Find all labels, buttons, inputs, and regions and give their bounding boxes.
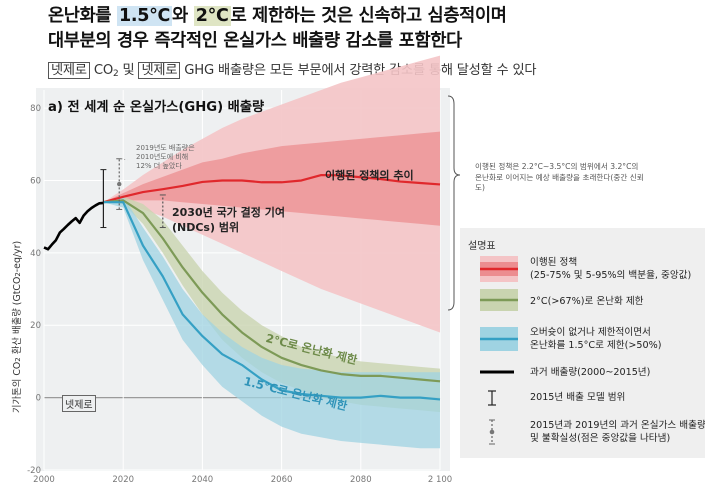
policy-label: 이행된 정책의 추이 (325, 169, 414, 182)
side-note: 이행된 정책은 2.2°C~3.5°C의 범위에서 3.2°C의 온난화로 이어… (475, 162, 644, 192)
y-tick-label: 20 (30, 321, 41, 331)
panel-title: a) 전 세계 순 온실가스(GHG) 배출량 (48, 100, 265, 115)
legend-line: 및 불확실성(점은 중앙값을 나타냄) (530, 433, 671, 444)
legend-swatch-range2015 (488, 390, 496, 406)
uncertainty-2019-median (117, 181, 122, 187)
note-line: 2010년도에 비해 (136, 153, 189, 161)
ndc-label-line: (NDCs) 범위 (172, 221, 240, 234)
headline-text: 와 (172, 6, 194, 26)
historical-line (43, 201, 104, 251)
y-tick-label: 40 (30, 249, 41, 259)
x-tick-label: 2080 (350, 475, 372, 485)
policy-median-line (103, 173, 441, 204)
y-tick-label: 60 (30, 176, 41, 186)
co2-text: CO (93, 63, 114, 78)
one5-median-line (103, 201, 441, 401)
two-c-median-line (103, 199, 441, 383)
legend-text-past: 과거 배출량(2000~2015년) (530, 367, 651, 378)
x-tick-label: 2000 (33, 475, 55, 485)
one5-band (103, 196, 441, 449)
chart-lines (43, 173, 441, 401)
x-tick-label: 2 100 (428, 475, 452, 485)
legend-text-policy: 이행된 정책 (25-75% 및 5-95%의 백분율, 중앙값) (530, 256, 705, 282)
ndc-label: 2030년 국가 결정 기여 (NDCs) 범위 (172, 205, 285, 235)
headline-line-2: 대부분의 경우 즉각적인 온실가스 배출량 감소를 포함한다 (48, 31, 462, 51)
netzero-box-2: 넷제로 (138, 62, 181, 79)
note-line: 2019년도 배출량은 (136, 144, 195, 152)
y-tick-label: 0 (36, 394, 41, 404)
y-tick-label: 80 (30, 104, 41, 114)
netzero-label: 넷제로 (62, 395, 96, 412)
legend-swatch-2c (480, 289, 518, 311)
headline-line-1: 온난화를 1.5°C 와 2°C 로 제한하는 것은 신속하고 심층적이며 (48, 4, 507, 29)
subtitle: 넷제로 CO2 및 넷제로 GHG 배출량은 모든 부문에서 강력한 감소를 통… (48, 59, 537, 79)
subtitle-mid: 및 (118, 63, 139, 78)
legend-swatch-policy (480, 256, 518, 282)
netzero-box: 넷제로 (48, 62, 90, 79)
headline-text: 온난화를 (48, 6, 117, 26)
chart-markers (100, 158, 166, 229)
co2-subscript: 2 (113, 69, 119, 79)
x-tick-label: 2040 (192, 475, 214, 485)
legend: 설명표 이행된 정책 (25-75% 및 5-95%의 백분율, 중앙값) 2°… (460, 228, 705, 458)
legend-line: 이행된 정책 (530, 257, 578, 268)
headline-highlight-1-5c: 1.5°C (117, 6, 173, 26)
chart-bands (103, 55, 441, 449)
legend-line: 오버슛이 없거나 제한적이면서 (530, 327, 651, 338)
legend-header: 설명표 (468, 241, 496, 252)
note-2019: 2019년도 배출량은 2010년도에 비해 12% 더 높았다 (136, 144, 195, 171)
legend-swatch-1-5c (480, 327, 518, 351)
headline-text: 로 제한하는 것은 신속하고 심층적이며 (230, 6, 507, 26)
legend-line: 2015년과 2019년의 과거 온실가스 배출량 (530, 420, 705, 431)
legend-text-2c: 2°C(>67%)로 온난화 제한 (530, 296, 644, 307)
legend-text-range2015: 2015년 배출 모델 범위 (530, 392, 626, 403)
x-tick-label: 2020 (112, 475, 134, 485)
policy-band-25-75 (103, 131, 441, 226)
legend-line: (25-75% 및 5-95%의 백분율, 중앙값) (530, 270, 692, 281)
legend-line: 온난화를 1.5°C로 제한(>50%) (530, 340, 662, 351)
legend-swatch-uncertainty (489, 419, 495, 445)
note-pointer (121, 158, 128, 161)
legend-swatch-past (480, 370, 514, 374)
headline-highlight-2c: 2°C (193, 6, 231, 26)
x-tick-label: 2060 (271, 475, 293, 485)
note-line: 12% 더 높았다 (136, 162, 182, 170)
legend-text-uncertainty: 2015년과 2019년의 과거 온실가스 배출량 및 불확실성(점은 중앙값을… (530, 419, 705, 445)
headline: 온난화를 1.5°C 와 2°C 로 제한하는 것은 신속하고 심층적이며 대부분의… (48, 4, 507, 54)
y-tick-label: -20 (27, 466, 41, 476)
subtitle-rest: GHG 배출량은 모든 부문에서 강력한 감소를 통해 달성할 수 있다 (180, 63, 537, 78)
legend-text-1-5c: 오버슛이 없거나 제한적이면서 온난화를 1.5°C로 제한(>50%) (530, 326, 705, 352)
ndc-label-line: 2030년 국가 결정 기여 (172, 206, 285, 219)
